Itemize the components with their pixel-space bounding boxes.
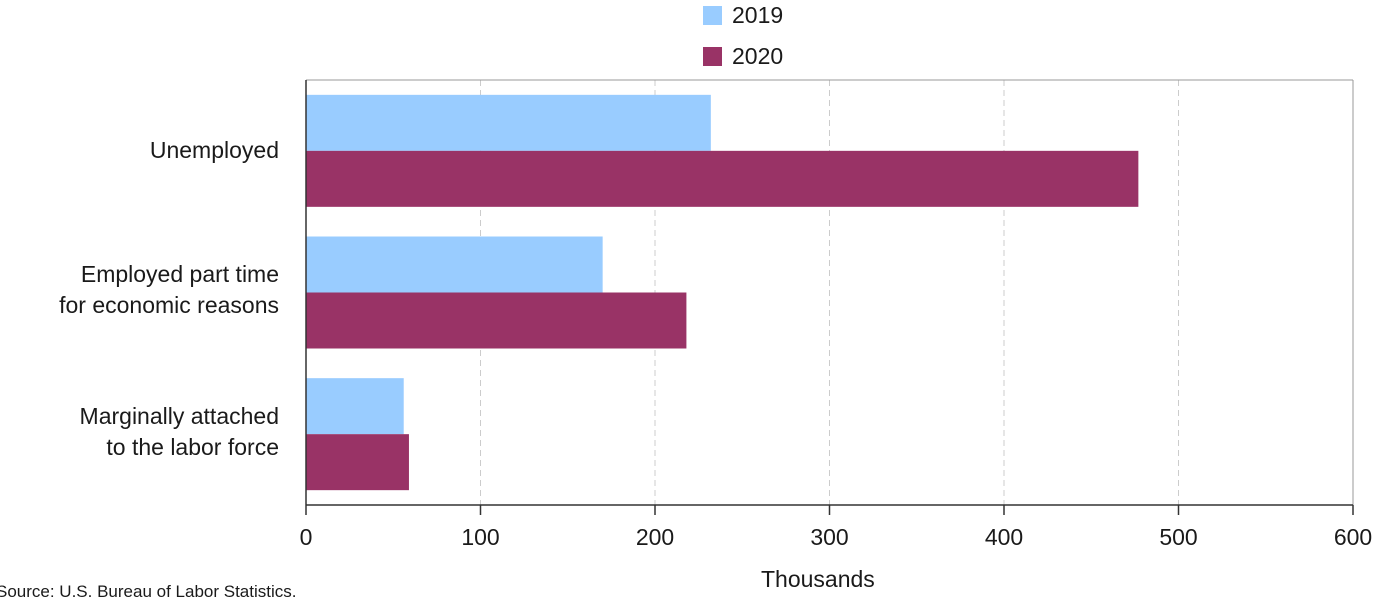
category-label-line: for economic reasons (59, 292, 279, 318)
bar-2019-2 (306, 236, 603, 293)
bars (306, 94, 1139, 491)
legend-label-2020: 2020 (732, 43, 784, 69)
legend-item-2020: 2020 (703, 43, 784, 69)
category-label-marginally-attached: Marginally attached to the labor force (80, 401, 279, 463)
x-tick-label: 600 (1334, 524, 1372, 550)
bar-2019-1 (306, 94, 711, 151)
axes (305, 79, 1354, 515)
legend-item-2019: 2019 (703, 2, 784, 28)
category-label-part-time: Employed part time for economic reasons (59, 259, 279, 321)
category-label-line: to the labor force (106, 434, 279, 460)
bar-2020-1 (306, 150, 1139, 207)
legend-swatch-2020 (703, 46, 722, 66)
legend-swatch-2019 (703, 5, 722, 25)
source-note: Source: U.S. Bureau of Labor Statistics. (0, 582, 297, 601)
x-tick-label: 0 (300, 524, 313, 550)
x-tick-label: 300 (810, 524, 848, 550)
x-tick-label: 400 (985, 524, 1023, 550)
bar-2019-3 (306, 378, 404, 435)
category-label-unemployed: Unemployed (150, 135, 279, 166)
bar-2020-3 (306, 434, 409, 491)
x-axis-label: Thousands (761, 566, 875, 592)
legend-label-2019: 2019 (732, 2, 784, 28)
category-label-line: Unemployed (149, 137, 279, 163)
category-label-line: Employed part time (80, 261, 279, 287)
x-tick-labels: 0 100 200 300 400 500 600 (300, 524, 1373, 550)
x-tick-label: 100 (461, 524, 499, 550)
bar-2020-2 (306, 292, 687, 349)
x-tick-label: 500 (1159, 524, 1197, 550)
legend: 2019 2020 (703, 4, 783, 86)
x-tick-label: 200 (636, 524, 674, 550)
category-label-line: Marginally attached (79, 403, 279, 429)
